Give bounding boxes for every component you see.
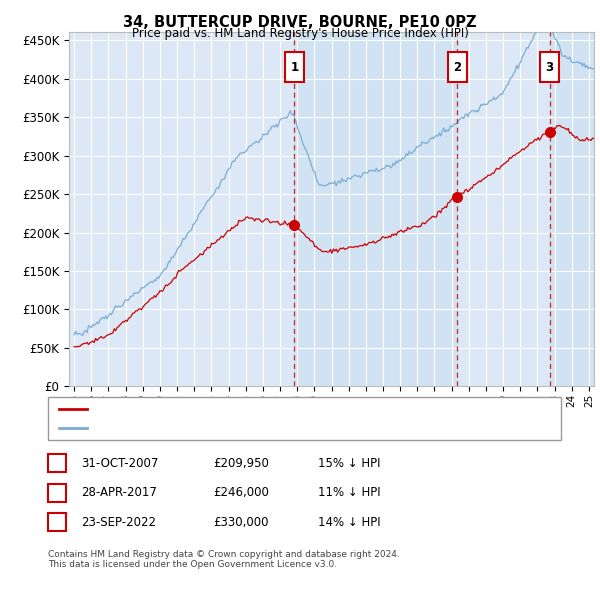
Bar [550,32,600,386]
Text: £246,000: £246,000 [213,486,269,499]
Text: 1: 1 [53,457,61,470]
Bar [448,52,467,83]
Text: 11% ↓ HPI: 11% ↓ HPI [318,486,380,499]
Text: 28-APR-2017: 28-APR-2017 [81,486,157,499]
Text: 15% ↓ HPI: 15% ↓ HPI [318,457,380,470]
Text: HPI: Average price, detached house, South Kesteven: HPI: Average price, detached house, Sout… [93,422,367,432]
Text: 14% ↓ HPI: 14% ↓ HPI [318,516,380,529]
Text: Contains HM Land Registry data © Crown copyright and database right 2024.
This d: Contains HM Land Registry data © Crown c… [48,550,400,569]
Text: 2: 2 [453,61,461,74]
Text: 2: 2 [53,486,61,499]
Bar [285,52,304,83]
Text: 23-SEP-2022: 23-SEP-2022 [81,516,156,529]
Text: 1: 1 [290,61,298,74]
Text: £330,000: £330,000 [213,516,269,529]
Text: Price paid vs. HM Land Registry's House Price Index (HPI): Price paid vs. HM Land Registry's House … [131,27,469,40]
Text: 3: 3 [545,61,554,74]
Text: 31-OCT-2007: 31-OCT-2007 [81,457,158,470]
Text: 34, BUTTERCUP DRIVE, BOURNE, PE10 0PZ: 34, BUTTERCUP DRIVE, BOURNE, PE10 0PZ [123,15,477,30]
Text: 3: 3 [53,516,61,529]
Bar [294,32,457,386]
Text: 34, BUTTERCUP DRIVE, BOURNE, PE10 0PZ (detached house): 34, BUTTERCUP DRIVE, BOURNE, PE10 0PZ (d… [93,404,410,414]
Bar [540,52,559,83]
Text: £209,950: £209,950 [213,457,269,470]
